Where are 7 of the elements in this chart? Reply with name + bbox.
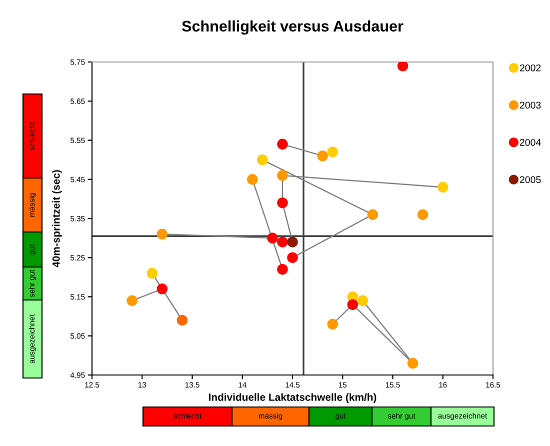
x-axis-title: Individuelle Laktatschwelle (km/h) <box>208 393 376 403</box>
y-axis-title: 40m-sprintzeit (sec) <box>52 170 62 268</box>
legend-label: 2002 <box>520 64 541 72</box>
legend-label: 2003 <box>520 102 541 109</box>
legend-label: 2004 <box>520 138 541 146</box>
legend-label: 2005 <box>520 176 541 184</box>
chart-title: Schnelligkeit versus Ausdauer <box>182 20 404 35</box>
